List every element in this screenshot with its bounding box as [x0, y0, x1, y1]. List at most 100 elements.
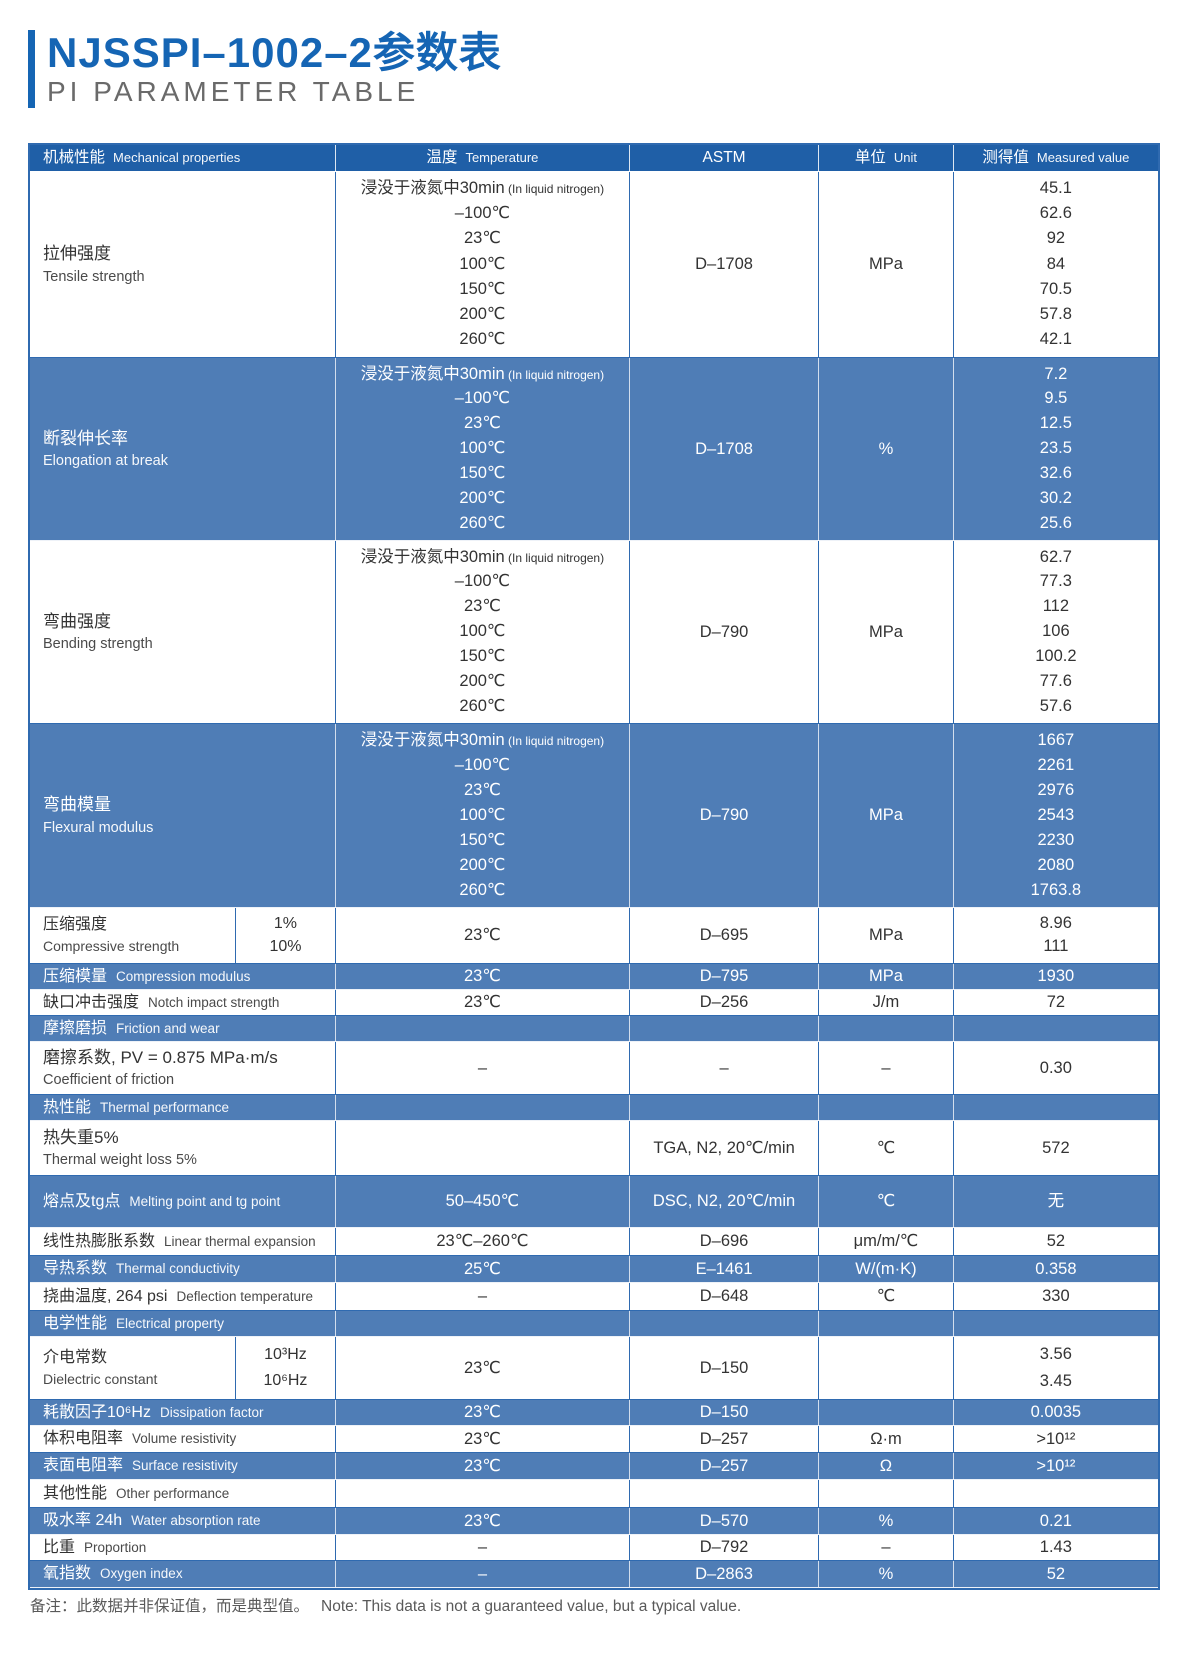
unit-cell: MPa: [819, 724, 954, 907]
property-name-en: Electrical property: [116, 1315, 225, 1331]
temperature-main: 浸没于液氮中30min: [360, 730, 505, 749]
temperature-line: –100℃: [454, 572, 511, 591]
temperature-cell: [336, 1311, 630, 1336]
astm-cell: D–790: [630, 724, 820, 907]
measured-value-line: 3.56: [1039, 1344, 1072, 1363]
property-cell: 其他性能 Other performance: [30, 1480, 336, 1507]
temperature-line: 150℃: [459, 463, 506, 482]
property-name-en: Compression modulus: [116, 968, 251, 984]
table-row: 氧指数 Oxygen index – D–2863% 52: [30, 1561, 1158, 1588]
property-cell: 氧指数 Oxygen index: [30, 1561, 336, 1587]
property-name-zh: 其他性能: [43, 1484, 108, 1502]
measured-value-cell: 45.1 62.6 92 84 70.5 57.8 42.1: [954, 172, 1158, 357]
property-name-en: Thermal conductivity: [116, 1261, 240, 1276]
unit-cell: W/(m·K): [819, 1256, 954, 1282]
property-name-en: Volume resistivity: [132, 1431, 237, 1446]
astm-cell: E–1461: [630, 1256, 820, 1282]
property-name-zh: 氧指数: [43, 1565, 92, 1582]
table-row: 导热系数 Thermal conductivity 25℃ E–1461 W/(m·K)…: [30, 1256, 1158, 1283]
measured-value-line: 111: [1043, 937, 1069, 956]
property-name-zh: 线性热膨胀系数: [43, 1232, 156, 1250]
property-name-en: Thermal weight loss 5%: [43, 1152, 197, 1169]
temperature-line: 150℃: [459, 830, 506, 849]
measured-value-cell: 0.30: [1039, 1058, 1072, 1077]
property-name-zh: 挠曲温度, 264 psi: [43, 1287, 168, 1305]
measured-value-line: 57.8: [1039, 305, 1072, 324]
property-label: 表面电阻率 Surface resistivity: [43, 1456, 238, 1476]
measured-value-cell: >10¹²: [1036, 1456, 1076, 1475]
temperature-line: 100℃: [459, 622, 506, 641]
temperature-line: –100℃: [454, 755, 511, 774]
property-label: 热性能 Thermal performance: [43, 1098, 229, 1118]
property-name-zh: 导热系数: [43, 1260, 108, 1277]
temperature-line: 浸没于液氮中30min (In liquid nitrogen): [361, 365, 604, 385]
property-name-en: Proportion: [84, 1539, 147, 1555]
column-header-zh: 机械性能: [43, 149, 106, 167]
temperature-line: 260℃: [459, 513, 506, 532]
property-cell: 熔点及tg点 Melting point and tg point: [30, 1176, 336, 1227]
measured-value-cell: 572: [1042, 1138, 1070, 1157]
temperature-line: 23℃: [463, 597, 501, 616]
property-name-zh: 弯曲模量: [43, 795, 111, 815]
unit-cell: [819, 1095, 954, 1120]
measured-value-line: 25.6: [1039, 513, 1072, 532]
table-body: 拉伸强度 Tensile strength 浸没于液氮中30min (In liqu…: [30, 172, 1158, 1588]
property-name-en: Water absorption rate: [131, 1513, 261, 1528]
temperature-cell: –: [336, 1535, 630, 1560]
property-name-en: Elongation at break: [43, 453, 168, 470]
astm-cell: D–790: [630, 541, 820, 723]
property-name-zh: 热失重5%: [43, 1127, 119, 1147]
property-name-zh: 热性能: [43, 1098, 92, 1116]
astm-cell: D–795: [630, 964, 820, 989]
table-row: 表面电阻率 Surface resistivity 23℃ D–257 Ω >10¹²: [30, 1453, 1158, 1480]
column-header-zh: 温度: [426, 149, 458, 167]
title-accent-bar: [28, 30, 35, 109]
column-header-zh: 单位: [854, 149, 886, 167]
unit-cell: ℃: [819, 1176, 954, 1227]
temperature-note: (In liquid nitrogen): [504, 367, 605, 382]
measured-value-cell: 无: [1047, 1192, 1065, 1211]
property-cell: 摩擦磨损 Friction and wear: [30, 1016, 336, 1041]
footer-note: 备注：此数据并非保证值，而是典型值。 Note: This data is not…: [30, 1594, 741, 1616]
table-row: 弯曲强度 Bending strength 浸没于液氮中30min (In liqu…: [30, 541, 1158, 724]
temperature-cell: 23℃: [336, 1400, 630, 1425]
astm-cell: D–256: [630, 990, 820, 1015]
column-header-en: Temperature: [465, 149, 539, 165]
measured-value-line: 57.6: [1039, 696, 1072, 715]
property-label: 摩擦磨损 Friction and wear: [43, 1019, 220, 1039]
column-header-temperature: 温度 Temperature: [336, 145, 630, 171]
property-label: 体积电阻率 Volume resistivity: [43, 1429, 236, 1449]
astm-cell: D–696: [630, 1228, 820, 1255]
table-row: 拉伸强度 Tensile strength 浸没于液氮中30min (In liqu…: [30, 172, 1158, 358]
sub-condition: 10%: [269, 937, 302, 955]
measured-value-line: 112: [1042, 597, 1070, 616]
temperature-cell: –: [336, 1561, 630, 1587]
unit-cell: [819, 1337, 954, 1399]
table-header-row: 机械性能 Mechanical properties 温度 Temperatur…: [30, 145, 1158, 172]
property-name-en: Other performance: [116, 1485, 230, 1501]
table-row: 体积电阻率 Volume resistivity 23℃ D–257 Ω·m >10¹²: [30, 1426, 1158, 1453]
measured-value-cell: 52: [1046, 1232, 1066, 1251]
astm-cell: D–2863: [630, 1561, 820, 1587]
property-name-en: Melting point and tg point: [129, 1193, 281, 1209]
property-label: 耗散因子10⁶Hz Dissipation factor: [43, 1403, 264, 1423]
measured-value-line: 2976: [1037, 780, 1075, 799]
measured-value-cell: 8.96 111: [954, 908, 1158, 963]
property-name-zh: 压缩模量: [43, 967, 108, 985]
temperature-line: 260℃: [459, 696, 506, 715]
property-name-en: Flexural modulus: [43, 819, 154, 836]
property-name-zh: 表面电阻率: [43, 1457, 124, 1474]
measured-value-line: 23.5: [1039, 439, 1072, 458]
temperature-line: –100℃: [454, 389, 511, 408]
table-row: 热性能 Thermal performance: [30, 1095, 1158, 1121]
astm-cell: D–150: [630, 1400, 820, 1425]
property-label: 吸水率 24h Water absorption rate: [43, 1511, 260, 1531]
measured-value-line: 77.6: [1039, 671, 1072, 690]
property-name-zh: 拉伸强度: [43, 244, 111, 264]
astm-cell: DSC, N2, 20℃/min: [630, 1176, 820, 1227]
temperature-line: 200℃: [459, 671, 506, 690]
property-cell: 热失重5% Thermal weight loss 5%: [30, 1121, 336, 1175]
table-row: 其他性能 Other performance: [30, 1480, 1158, 1508]
measured-value-cell: 3.56 3.45: [954, 1337, 1158, 1399]
temperature-cell: 浸没于液氮中30min (In liquid nitrogen) –100℃ 23℃…: [336, 358, 630, 540]
